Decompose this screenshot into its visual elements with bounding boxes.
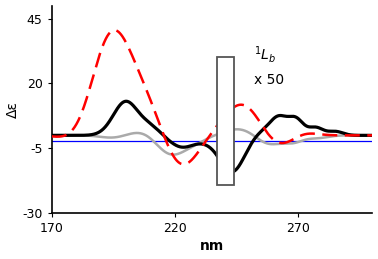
Text: x 50: x 50 — [254, 73, 284, 87]
Y-axis label: Δε: Δε — [6, 101, 20, 118]
Bar — [217, 57, 234, 185]
X-axis label: nm: nm — [200, 239, 224, 254]
Text: $^{1}L_{b}$: $^{1}L_{b}$ — [254, 45, 276, 66]
